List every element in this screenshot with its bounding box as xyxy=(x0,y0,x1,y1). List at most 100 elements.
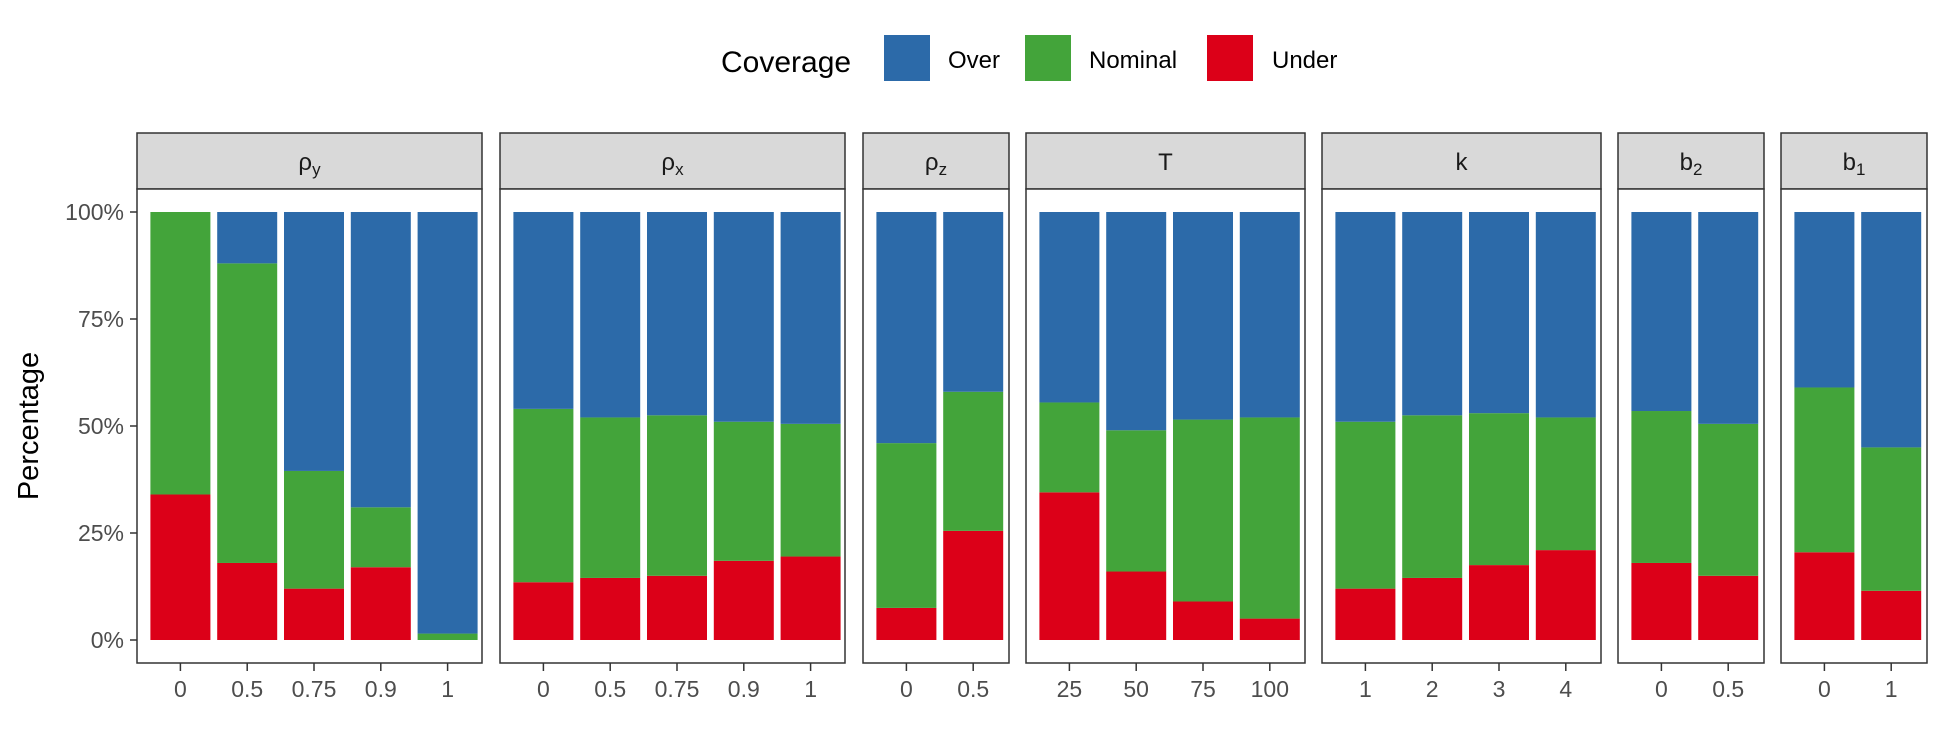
bar-nominal xyxy=(1794,387,1855,553)
x-tick-label: 1 xyxy=(804,676,817,702)
bar-nominal xyxy=(284,470,344,589)
bar-over xyxy=(417,212,478,634)
bar-over xyxy=(1402,212,1463,416)
bar-nominal xyxy=(1698,423,1759,576)
bar-under xyxy=(647,575,707,640)
legend: Coverage Over Nominal Under xyxy=(721,35,1337,81)
bar-nominal xyxy=(647,415,707,576)
bar-under xyxy=(713,560,774,640)
bar-nominal xyxy=(1631,411,1692,563)
facet-strip-label: ρz xyxy=(925,149,947,179)
bar-under xyxy=(1239,618,1300,640)
bar-over xyxy=(1106,212,1167,431)
bar-under xyxy=(284,588,344,640)
bar-nominal xyxy=(943,391,1004,531)
bar-over xyxy=(580,212,641,418)
facet-strip xyxy=(1321,132,1602,190)
legend-label-over: Over xyxy=(948,47,1000,74)
x-tick-label: 0.5 xyxy=(231,676,263,702)
bar-over xyxy=(1173,212,1233,420)
x-tick-label: 0 xyxy=(1655,676,1668,702)
facet-strip-label: ρy xyxy=(298,149,321,179)
bar-over xyxy=(217,212,278,264)
bar-over xyxy=(647,212,707,416)
bar-nominal xyxy=(150,212,211,495)
facet-panel-6: b2 0 0.5 xyxy=(1617,132,1765,702)
bar-under xyxy=(1039,492,1100,640)
bar-over xyxy=(1335,212,1396,422)
facet-panel-7: b1 0 1 xyxy=(1780,132,1928,702)
bar-nominal xyxy=(1535,417,1596,551)
bar-nominal xyxy=(580,417,641,578)
legend-key-over xyxy=(884,35,930,81)
bar-over xyxy=(1239,212,1300,418)
bar-under xyxy=(1173,601,1233,640)
bar-over xyxy=(513,212,574,409)
x-tick-label: 0.5 xyxy=(1712,676,1744,702)
bar-nominal xyxy=(1402,415,1463,578)
x-tick-label: 1 xyxy=(1885,676,1898,702)
x-tick-label: 0.5 xyxy=(957,676,989,702)
legend-key-nominal xyxy=(1025,35,1071,81)
facet-panel-1: ρy 0 0.5 0.75 0.9 1 xyxy=(136,132,483,702)
x-tick-label: 2 xyxy=(1426,676,1439,702)
facet-panels: ρy 0 0.5 0.75 0.9 1 ρx 0 0.5 0.75 0.9 1 ρz 0 0.5 T 25 50 7… xyxy=(136,132,1928,702)
bar-over xyxy=(1698,212,1759,424)
bar-nominal xyxy=(1173,419,1233,602)
bar-over xyxy=(876,212,937,444)
facet-strip xyxy=(862,132,1010,190)
bar-over xyxy=(1794,212,1855,388)
bar-over xyxy=(1469,212,1529,414)
y-tick-label: 75% xyxy=(78,306,124,332)
bar-over xyxy=(780,212,841,424)
bar-over xyxy=(1039,212,1100,403)
facet-panel-3: ρz 0 0.5 xyxy=(862,132,1010,702)
y-tick-label: 25% xyxy=(78,520,124,546)
bar-under xyxy=(1402,577,1463,640)
bar-under xyxy=(150,494,211,640)
bar-nominal xyxy=(1039,402,1100,493)
x-tick-label: 0 xyxy=(1818,676,1831,702)
facet-strip xyxy=(1617,132,1765,190)
bar-nominal xyxy=(876,443,937,608)
y-tick-label: 50% xyxy=(78,413,124,439)
bar-nominal xyxy=(417,633,478,640)
facet-strip xyxy=(136,132,483,190)
legend-label-nominal: Nominal xyxy=(1089,47,1177,74)
bar-under xyxy=(1794,552,1855,640)
bar-over xyxy=(713,212,774,422)
facet-strip-label: T xyxy=(1158,149,1173,176)
x-tick-label: 0.5 xyxy=(594,676,626,702)
facet-strip-label: ρx xyxy=(661,149,684,179)
x-tick-label: 50 xyxy=(1123,676,1149,702)
facet-strip-label: b1 xyxy=(1843,149,1866,179)
bar-under xyxy=(943,530,1004,640)
bar-over xyxy=(1861,212,1922,448)
bar-nominal xyxy=(350,507,411,568)
y-axis-title: Percentage xyxy=(13,352,45,500)
bar-under xyxy=(1861,590,1922,640)
x-tick-label: 1 xyxy=(441,676,454,702)
bar-under xyxy=(1106,571,1167,640)
bar-under xyxy=(217,562,278,640)
bar-nominal xyxy=(1861,447,1922,591)
bar-nominal xyxy=(1335,421,1396,589)
bar-under xyxy=(580,577,641,640)
bar-under xyxy=(876,607,937,640)
x-tick-label: 4 xyxy=(1559,676,1572,702)
y-tick-label: 0% xyxy=(91,627,124,653)
bar-over xyxy=(350,212,411,508)
facet-panel-4: T 25 50 75 100 xyxy=(1025,132,1306,702)
facet-strip xyxy=(1780,132,1928,190)
facet-panel-2: ρx 0 0.5 0.75 0.9 1 xyxy=(499,132,846,702)
y-tick-label: 100% xyxy=(65,199,124,225)
x-tick-label: 75 xyxy=(1190,676,1216,702)
bar-nominal xyxy=(780,423,841,557)
x-tick-label: 0.9 xyxy=(728,676,760,702)
x-tick-label: 100 xyxy=(1251,676,1289,702)
bar-nominal xyxy=(1469,413,1529,566)
legend-title: Coverage xyxy=(721,46,851,79)
x-tick-label: 0.75 xyxy=(655,676,700,702)
x-tick-label: 0 xyxy=(900,676,913,702)
bar-under xyxy=(350,567,411,640)
